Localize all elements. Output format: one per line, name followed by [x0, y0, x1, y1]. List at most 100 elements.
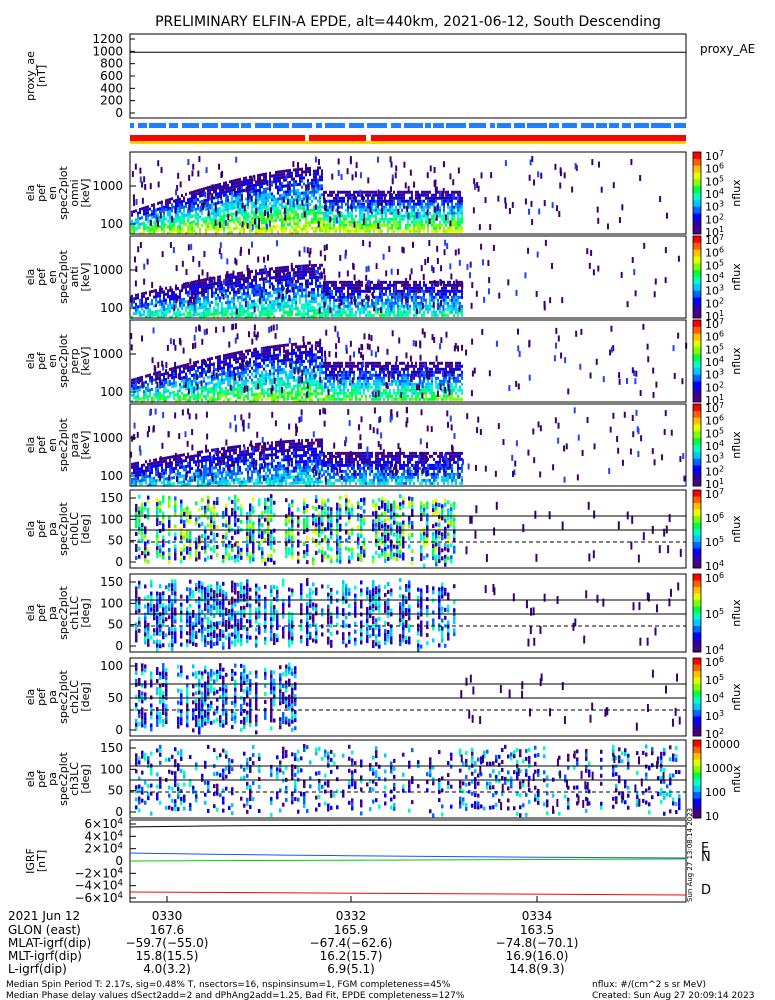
- spectrogram-pixel: [217, 392, 219, 395]
- spectrogram-pixel: [201, 218, 203, 221]
- sparse-count-pixel: [315, 157, 317, 163]
- spectrogram-pixel: [149, 312, 151, 315]
- spectrogram-pixel: [277, 285, 279, 288]
- spectrogram-pixel: [289, 385, 291, 388]
- spectrogram-pixel: [281, 314, 283, 317]
- spectrogram-pixel: [347, 206, 349, 209]
- spectrogram-pixel: [275, 177, 277, 180]
- spectrogram-pixel: [269, 373, 271, 376]
- spectrogram-pixel: [221, 367, 223, 370]
- spectrogram-pixel: [421, 209, 423, 212]
- spectrogram-pixel: [299, 310, 301, 313]
- spectrogram-pixel: [441, 230, 443, 233]
- spectrogram-pixel: [205, 229, 207, 232]
- spectrogram-pixel: [323, 230, 325, 233]
- spectrogram-pixel: [439, 206, 441, 209]
- sparse-count-pixel: [315, 204, 317, 210]
- spectrogram-pixel: [177, 228, 179, 231]
- spectrogram-pixel: [189, 368, 191, 371]
- spectrogram-pixel: [279, 276, 281, 279]
- spectrogram-pixel: [331, 311, 333, 314]
- spectrogram-pixel: [307, 194, 309, 197]
- sparse-count-pixel: [527, 248, 529, 254]
- spectrogram-pixel: [227, 286, 229, 289]
- spectrogram-pixel: [365, 305, 367, 308]
- spectrogram-pixel: [415, 206, 417, 209]
- spectrogram-pixel: [279, 170, 281, 173]
- spectrogram-pixel: [291, 190, 293, 193]
- spectrogram-pixel: [387, 200, 389, 203]
- spectrogram-pixel: [231, 377, 233, 380]
- spectrogram-pixel: [165, 217, 167, 220]
- spectrogram-pixel: [343, 311, 345, 314]
- spectrogram-pixel: [267, 376, 269, 379]
- spectrogram-pixel: [367, 215, 369, 218]
- spectrogram-pixel: [427, 191, 429, 194]
- spectrogram-pixel: [261, 359, 263, 362]
- spectrogram-pixel: [271, 214, 273, 217]
- spectrogram-pixel: [311, 288, 313, 291]
- spectrogram-pixel: [389, 227, 391, 230]
- spectrogram-pixel: [439, 224, 441, 227]
- spectrogram-pixel: [209, 207, 211, 210]
- spectrogram-pixel: [373, 221, 375, 224]
- spectrogram-pixel: [273, 348, 275, 351]
- sparse-count-pixel: [175, 189, 177, 195]
- spectrogram-pixel: [327, 218, 329, 221]
- spectrogram-pixel: [419, 305, 421, 308]
- spectrogram-pixel: [191, 365, 193, 368]
- spectrogram-pixel: [259, 186, 261, 189]
- sparse-count-pixel: [372, 194, 374, 200]
- spectrogram-pixel: [447, 302, 449, 305]
- spectrogram-pixel: [223, 366, 225, 369]
- spectrogram-pixel: [227, 202, 229, 205]
- spectrogram-pixel: [249, 276, 251, 279]
- spectrogram-pixel: [233, 385, 235, 388]
- spectrogram-pixel: [213, 309, 215, 312]
- colorbar-segment: [693, 304, 701, 308]
- spectrogram-pixel: [265, 191, 267, 194]
- spectrogram-pixel: [139, 314, 141, 317]
- spectrogram-pixel: [219, 355, 221, 358]
- spectrogram-pixel: [289, 208, 291, 211]
- sparse-count-pixel: [593, 269, 595, 275]
- spectrogram-pixel: [293, 283, 295, 286]
- spectrogram-pixel: [327, 230, 329, 233]
- spectrogram-pixel: [183, 397, 185, 400]
- spectrogram-pixel: [323, 299, 325, 302]
- spectrogram-pixel: [155, 224, 157, 227]
- spectrogram-pixel: [459, 194, 461, 197]
- spectrogram-pixel: [393, 281, 395, 284]
- spectrogram-pixel: [435, 311, 437, 314]
- spectrogram-pixel: [307, 300, 309, 303]
- spectrogram-pixel: [213, 306, 215, 309]
- spectrogram-pixel: [295, 174, 297, 177]
- spectrogram-pixel: [159, 371, 161, 374]
- sparse-count-pixel: [544, 304, 546, 310]
- spectrogram-pixel: [293, 352, 295, 355]
- sparse-count-pixel: [140, 242, 142, 248]
- spectrogram-pixel: [265, 358, 267, 361]
- spectrogram-pixel: [245, 180, 247, 183]
- spectrogram-pixel: [261, 299, 263, 302]
- spectrogram-pixel: [147, 208, 149, 211]
- spectrogram-pixel: [313, 312, 315, 315]
- spectrogram-pixel: [423, 212, 425, 215]
- spectrogram-pixel: [183, 214, 185, 217]
- spectrogram-pixel: [229, 213, 231, 216]
- spectrogram-pixel: [253, 363, 255, 366]
- sparse-count-pixel: [428, 240, 430, 246]
- spectrogram-pixel: [269, 202, 271, 205]
- spectrogram-pixel: [267, 217, 269, 220]
- spectrogram-pixel: [347, 209, 349, 212]
- spectrogram-pixel: [213, 312, 215, 315]
- spectrogram-pixel: [341, 206, 343, 209]
- spectrogram-pixel: [247, 301, 249, 304]
- spectrogram-pixel: [203, 278, 205, 281]
- spectrogram-pixel: [239, 223, 241, 226]
- spectrogram-pixel: [241, 228, 243, 231]
- sparse-count-pixel: [571, 187, 573, 193]
- spectrogram-pixel: [235, 291, 237, 294]
- spectrogram-pixel: [249, 285, 251, 288]
- spectrogram-pixel: [153, 230, 155, 233]
